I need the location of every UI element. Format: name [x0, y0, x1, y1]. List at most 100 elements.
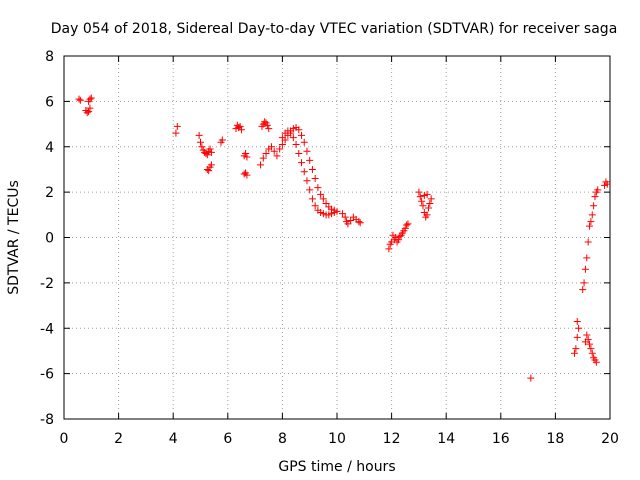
data-point	[426, 199, 434, 207]
data-point	[308, 165, 316, 173]
data-point	[584, 336, 592, 344]
data-point	[415, 188, 423, 196]
x-tick-label: 18	[546, 431, 564, 447]
data-point	[287, 129, 295, 137]
data-point	[314, 184, 322, 192]
data-point	[278, 134, 286, 142]
data-point	[404, 220, 412, 228]
data-point	[197, 138, 204, 146]
x-tick-label: 10	[328, 431, 346, 447]
data-point	[86, 95, 94, 103]
data-point	[385, 245, 393, 253]
data-point	[419, 202, 427, 210]
data-point	[205, 167, 213, 175]
data-point	[236, 122, 244, 130]
chart-title: Day 054 of 2018, Sidereal Day-to-day VTE…	[51, 21, 618, 37]
data-point	[319, 195, 327, 203]
data-point	[303, 147, 311, 155]
data-point	[263, 121, 271, 129]
data-point	[243, 171, 251, 179]
data-point	[306, 186, 314, 194]
data-point	[403, 221, 411, 229]
data-point	[311, 202, 319, 210]
data-point	[317, 190, 325, 198]
data-point	[394, 236, 402, 244]
grid	[64, 56, 610, 419]
data-point	[356, 219, 364, 227]
data-point	[581, 265, 589, 273]
data-point	[424, 204, 432, 212]
data-point	[218, 136, 226, 144]
data-point	[427, 195, 435, 203]
data-point	[83, 109, 91, 117]
data-point	[341, 213, 349, 221]
data-point	[584, 238, 592, 246]
data-point	[198, 143, 206, 151]
y-tick-label: -8	[40, 412, 54, 428]
data-point	[588, 211, 596, 219]
data-point	[76, 96, 84, 104]
data-point	[573, 317, 581, 325]
data-point	[573, 333, 581, 341]
data-point	[575, 324, 583, 332]
y-tick-label: -4	[40, 321, 54, 337]
data-point	[303, 177, 311, 185]
y-tick-label: -2	[40, 276, 54, 292]
data-point	[580, 279, 588, 287]
data-point	[276, 145, 284, 153]
data-point	[587, 345, 595, 353]
data-point	[571, 349, 579, 357]
data-point	[586, 340, 594, 348]
data-point	[594, 186, 602, 194]
data-point	[298, 159, 306, 167]
data-point	[418, 197, 426, 205]
data-point	[207, 161, 215, 169]
y-tick-label: -6	[40, 367, 54, 383]
data-point	[86, 104, 94, 112]
data-point	[243, 153, 251, 161]
data-point	[257, 161, 265, 169]
y-tick-label: 4	[45, 140, 54, 156]
data-point	[330, 209, 338, 217]
data-point	[527, 374, 535, 382]
data-point	[270, 147, 278, 155]
data-point	[590, 202, 598, 210]
data-point	[237, 126, 245, 134]
data-point	[265, 125, 273, 133]
data-point	[172, 129, 180, 137]
data-point	[401, 224, 409, 232]
x-tick-label: 8	[278, 431, 287, 447]
axis-ticks: 0 2 4 6 8 10 12 14 16 18 20 -8 -6 -4 -2 0 2 4 6 8	[40, 49, 619, 447]
y-tick-label: 0	[45, 231, 54, 247]
data-point	[300, 168, 308, 176]
data-point	[206, 145, 214, 153]
data-point	[295, 150, 303, 158]
data-point	[207, 148, 215, 156]
x-tick-label: 2	[114, 431, 123, 447]
data-point	[311, 175, 319, 183]
data-point	[262, 150, 270, 158]
y-tick-label: 2	[45, 185, 54, 201]
data-point	[423, 211, 431, 219]
data-point	[295, 126, 303, 134]
data-point	[306, 156, 314, 164]
data-point	[273, 152, 281, 160]
data-point	[587, 218, 595, 226]
data-point	[203, 151, 211, 159]
data-point	[195, 131, 203, 139]
data-point	[603, 180, 611, 188]
y-tick-label: 8	[45, 49, 54, 65]
data-points	[75, 94, 611, 382]
x-tick-label: 14	[437, 431, 455, 447]
data-point	[267, 143, 275, 151]
data-point	[292, 140, 300, 148]
x-axis-label: GPS time / hours	[278, 459, 395, 475]
data-point	[591, 193, 599, 201]
data-point	[592, 358, 600, 366]
x-tick-label: 0	[60, 431, 69, 447]
data-point	[355, 218, 363, 226]
y-tick-label: 6	[45, 94, 54, 110]
data-point	[75, 95, 83, 103]
